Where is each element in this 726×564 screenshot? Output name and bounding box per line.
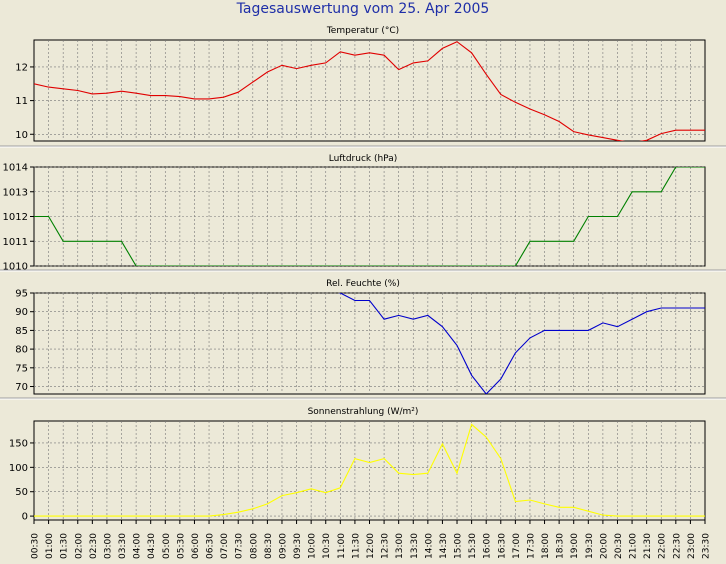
x-tick-label: 23:30	[702, 533, 712, 559]
y-tick-label: 95	[15, 289, 28, 300]
x-tick-label: 18:00	[541, 533, 551, 559]
x-tick-label: 18:30	[556, 533, 566, 559]
x-tick-label: 03:00	[103, 533, 113, 559]
x-tick-label: 22:00	[658, 533, 668, 559]
y-tick-label: 1010	[3, 262, 28, 273]
y-tick-label: 100	[9, 463, 28, 474]
x-tick-label: 06:30	[206, 533, 216, 559]
series-line	[34, 423, 705, 517]
y-tick-label: 1011	[3, 237, 28, 248]
x-tick-label: 15:00	[454, 533, 464, 559]
series-line	[34, 167, 705, 266]
page-title: Tagesauswertung vom 25. Apr 2005	[236, 1, 490, 17]
x-tick-label: 00:30	[31, 533, 41, 559]
x-tick-label: 11:30	[351, 533, 361, 559]
y-tick-label: 150	[9, 438, 28, 449]
x-tick-label: 19:30	[585, 533, 595, 559]
x-tick-label: 16:30	[497, 533, 507, 559]
x-tick-label: 13:00	[395, 533, 405, 559]
series-line	[338, 293, 705, 394]
y-tick-label: 90	[15, 307, 28, 318]
y-tick-label: 85	[15, 326, 28, 337]
x-tick-label: 06:00	[191, 533, 201, 559]
x-tick-label: 02:00	[74, 533, 84, 559]
x-tick-label: 22:30	[672, 533, 682, 559]
x-tick-label: 04:30	[147, 533, 157, 559]
x-tick-label: 10:30	[322, 533, 332, 559]
x-tick-label: 04:00	[133, 533, 143, 559]
x-tick-label: 23:00	[687, 533, 697, 559]
x-tick-label: 01:30	[60, 533, 70, 559]
x-tick-label: 14:00	[424, 533, 434, 559]
x-tick-label: 21:30	[643, 533, 653, 559]
x-tick-label: 01:00	[45, 533, 55, 559]
x-tick-label: 07:00	[220, 533, 230, 559]
panel-title: Temperatur (°C)	[326, 26, 399, 36]
y-tick-label: 50	[15, 487, 28, 498]
x-tick-label: 20:30	[614, 533, 624, 559]
x-tick-label: 08:30	[264, 533, 274, 559]
x-tick-label: 17:00	[512, 533, 522, 559]
y-tick-label: 75	[15, 363, 28, 374]
x-tick-label: 21:00	[629, 533, 639, 559]
y-tick-label: 70	[15, 382, 28, 393]
x-tick-label: 11:00	[337, 533, 347, 559]
x-tick-label: 09:00	[278, 533, 288, 559]
y-tick-label: 12	[15, 62, 28, 73]
x-tick-label: 10:00	[308, 533, 318, 559]
y-tick-label: 0	[22, 512, 28, 523]
panel-title: Sonnenstrahlung (W/m²)	[308, 407, 419, 417]
x-tick-label: 12:00	[366, 533, 376, 559]
x-tick-label: 20:00	[599, 533, 609, 559]
x-tick-label: 12:30	[381, 533, 391, 559]
x-tick-label: 19:00	[570, 533, 580, 559]
y-tick-label: 10	[15, 130, 28, 141]
series-line	[34, 41, 705, 141]
x-tick-label: 16:00	[483, 533, 493, 559]
y-tick-label: 80	[15, 345, 28, 356]
x-tick-label: 02:30	[89, 533, 99, 559]
y-tick-label: 11	[15, 96, 28, 107]
panel-title: Luftdruck (hPa)	[329, 154, 398, 164]
x-tick-label: 13:30	[410, 533, 420, 559]
x-tick-label: 03:30	[118, 533, 128, 559]
y-tick-label: 1012	[3, 212, 28, 223]
y-tick-label: 1014	[3, 163, 28, 174]
x-tick-label: 05:30	[176, 533, 186, 559]
x-tick-label: 07:30	[235, 533, 245, 559]
y-tick-label: 1013	[3, 187, 28, 198]
x-tick-label: 15:30	[468, 533, 478, 559]
x-tick-label: 08:00	[249, 533, 259, 559]
x-tick-label: 05:00	[162, 533, 172, 559]
x-tick-label: 14:30	[439, 533, 449, 559]
x-tick-label: 17:30	[526, 533, 536, 559]
x-tick-label: 09:30	[293, 533, 303, 559]
panel-title: Rel. Feuchte (%)	[326, 279, 400, 289]
